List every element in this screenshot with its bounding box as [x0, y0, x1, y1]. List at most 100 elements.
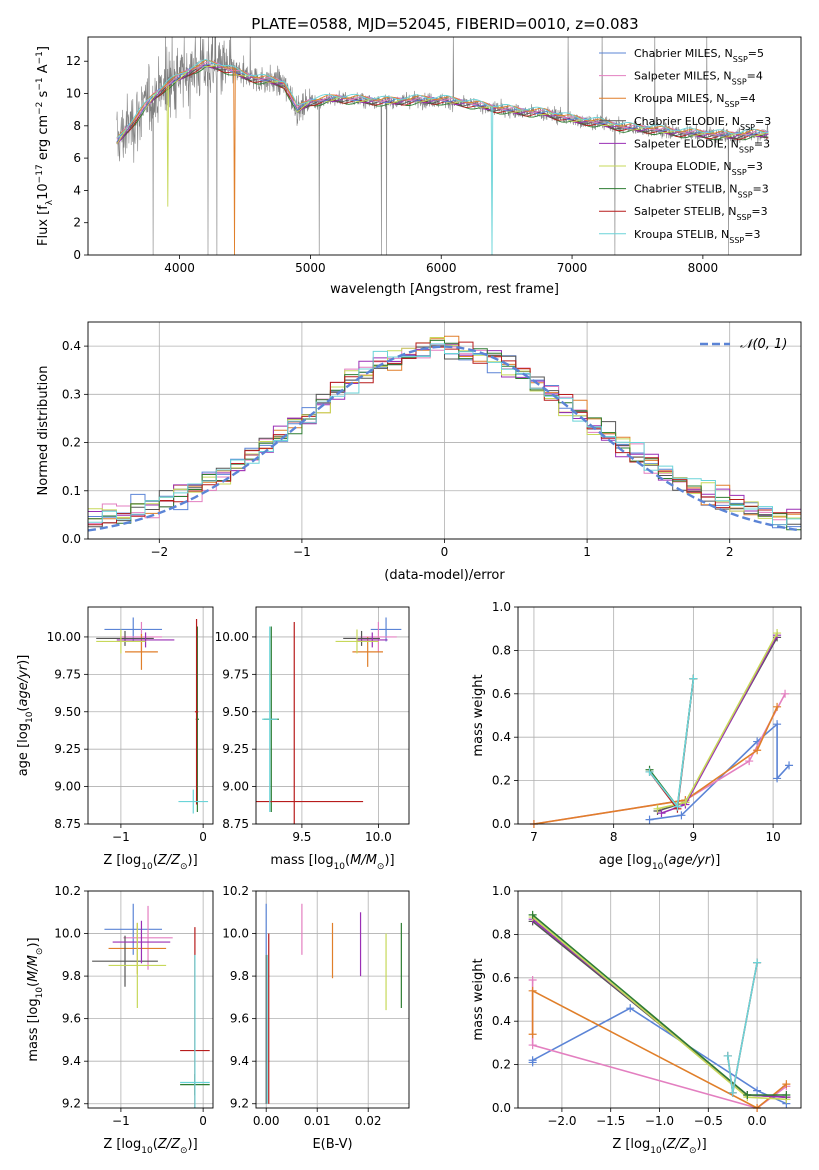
- data-point-marker: [723, 1051, 732, 1060]
- tick-label-x: 8000: [688, 261, 719, 275]
- tick-label-y: 10.2: [222, 884, 249, 898]
- panel-mass_vs_Z: −1 0 9.2 9.4 9.6 9.8 10.0 10.2 Z [log10(Z/Z⊙)] ma…: [26, 884, 214, 1156]
- tick-label-y: 12: [66, 54, 81, 68]
- tick-label-x: 0.00: [253, 1114, 280, 1128]
- series-line-kroupa-elodie: [657, 632, 778, 810]
- data-point-marker: [753, 1086, 762, 1095]
- tick-label-y: 2: [73, 216, 81, 230]
- legend-entry: Kroupa MILES, NSSP=4: [634, 92, 756, 109]
- tick-label-x: −1: [112, 830, 130, 844]
- tick-label-x: 0.01: [304, 1114, 331, 1128]
- tick-label-x: 7: [530, 830, 538, 844]
- tick-label-y: 0.6: [492, 687, 511, 701]
- tick-label-y: 0.4: [62, 339, 81, 353]
- data-point-marker: [626, 1004, 635, 1013]
- series-line-kroupa-stelib: [648, 678, 695, 809]
- tick-label-x: 9.5: [292, 830, 311, 844]
- tick-label-x: 7000: [557, 261, 588, 275]
- series-line-chabrier-elodie: [657, 637, 778, 812]
- data-point-marker: [528, 1030, 537, 1039]
- tick-label-y: 9.75: [222, 667, 249, 681]
- tick-label-y: 9.8: [62, 969, 81, 983]
- axes-frame: [87, 321, 802, 540]
- tick-label-x: 0: [441, 545, 449, 559]
- series-line-chabrier-stelib: [648, 678, 695, 809]
- data-point-marker: [773, 720, 782, 729]
- y-axis-label: mass weight: [471, 674, 486, 756]
- data-point-marker: [781, 689, 790, 698]
- x-axis-label: Z [log10(Z/Z⊙)]: [103, 853, 197, 872]
- data-point-marker: [773, 629, 782, 638]
- model-line-kroupa-miles: [116, 59, 769, 255]
- series-line-kroupa-miles: [533, 706, 778, 824]
- tick-label-y: 0.6: [492, 971, 511, 985]
- tick-label-y: 0.0: [492, 817, 511, 831]
- legend-entry: 𝒩(0, 1): [740, 337, 787, 352]
- data-point-marker: [645, 767, 654, 776]
- legend-entry: Salpeter MILES, NSSP=4: [634, 70, 763, 87]
- panel-mass_vs_EBV: 0.00 0.01 0.02 9.2 9.4 9.6 9.8 10.0 10.2 E(B-V): [222, 884, 410, 1152]
- tick-label-x: −0.5: [694, 1114, 723, 1128]
- data-point-marker: [528, 910, 537, 919]
- tick-label-x: −1: [112, 1114, 130, 1128]
- data-point-marker: [689, 674, 698, 683]
- y-axis-label: Flux [fλ10−17 erg cm−2 s−1 A−1]: [35, 46, 55, 246]
- tick-label-x: 0: [199, 830, 207, 844]
- tick-label-y: 10.00: [47, 630, 81, 644]
- tick-label-y: 9.25: [54, 742, 81, 756]
- data-point-marker: [753, 958, 762, 967]
- tick-label-y: 9.4: [62, 1054, 81, 1068]
- data-point-marker: [657, 809, 666, 818]
- tick-label-y: 0.8: [492, 927, 511, 941]
- tick-label-y: 9.6: [62, 1012, 81, 1026]
- data-point-marker: [782, 1090, 791, 1099]
- x-axis-label: age [log10(age/yr)]: [599, 853, 721, 872]
- series-line-chabrier-miles: [649, 722, 790, 821]
- x-axis-label: wavelength [Angstrom, rest frame]: [330, 282, 559, 297]
- tick-label-y: 9.50: [222, 705, 249, 719]
- tick-label-y: 9.8: [230, 969, 249, 983]
- tick-label-y: 10: [66, 87, 81, 101]
- tick-label-y: 0.3: [62, 387, 81, 401]
- series-line-salpeter-stelib: [648, 678, 695, 811]
- tick-label-y: 9.2: [62, 1097, 81, 1111]
- tick-label-y: 0.2: [492, 1058, 511, 1072]
- series-line-kroupa-stelib: [727, 962, 758, 1093]
- tick-label-y: 9.6: [230, 1012, 249, 1026]
- tick-label-y: 10.0: [54, 927, 81, 941]
- tick-label-y: 10.0: [222, 927, 249, 941]
- data-point-marker: [645, 815, 654, 824]
- y-axis-label: mass [log10(M/M⊙)]: [26, 937, 45, 1061]
- normal-curve: [88, 345, 801, 532]
- data-point-marker: [773, 774, 782, 783]
- panel-residuals: −2 −1 0 1 2 0.0 0.1 0.2 0.3 0.4 (data-model)/error…: [36, 321, 802, 583]
- tick-label-y: 1.0: [492, 600, 511, 614]
- tick-label-x: 8: [610, 830, 618, 844]
- x-axis-label: Z [log10(Z/Z⊙)]: [103, 1137, 197, 1156]
- data-point-marker: [773, 702, 782, 711]
- tick-label-y: 9.25: [222, 742, 249, 756]
- tick-label-x: 0.02: [355, 1114, 382, 1128]
- tick-label-x: 9: [690, 830, 698, 844]
- tick-label-y: 0.2: [62, 436, 81, 450]
- y-axis-label: age [log10(age/yr)]: [16, 655, 35, 777]
- axes-frame: [255, 606, 410, 825]
- tick-label-y: 8: [73, 119, 81, 133]
- tick-label-y: 9.00: [54, 780, 81, 794]
- data-point-marker: [528, 1056, 537, 1065]
- legend-entry: Salpeter STELIB, NSSP=3: [634, 205, 768, 222]
- tick-label-y: 9.00: [222, 780, 249, 794]
- tick-label-y: 0.1: [62, 484, 81, 498]
- data-point-marker: [528, 975, 537, 984]
- panel-age_vs_mass: 9.5 10.0 8.75 9.00 9.25 9.50 9.75 10.00 mass [lo…: [215, 606, 410, 872]
- tick-label-y: 0.0: [62, 532, 81, 546]
- data-point-marker: [528, 1041, 537, 1050]
- tick-label-y: 0.0: [492, 1101, 511, 1115]
- legend-entry: Chabrier ELODIE, NSSP=3: [634, 115, 771, 132]
- tick-label-x: −2.0: [547, 1114, 576, 1128]
- x-axis-label: (data-model)/error: [384, 568, 505, 583]
- x-axis-label: Z [log10(Z/Z⊙)]: [612, 1137, 706, 1156]
- data-point-marker: [681, 798, 690, 807]
- axes-frame: [87, 890, 214, 1109]
